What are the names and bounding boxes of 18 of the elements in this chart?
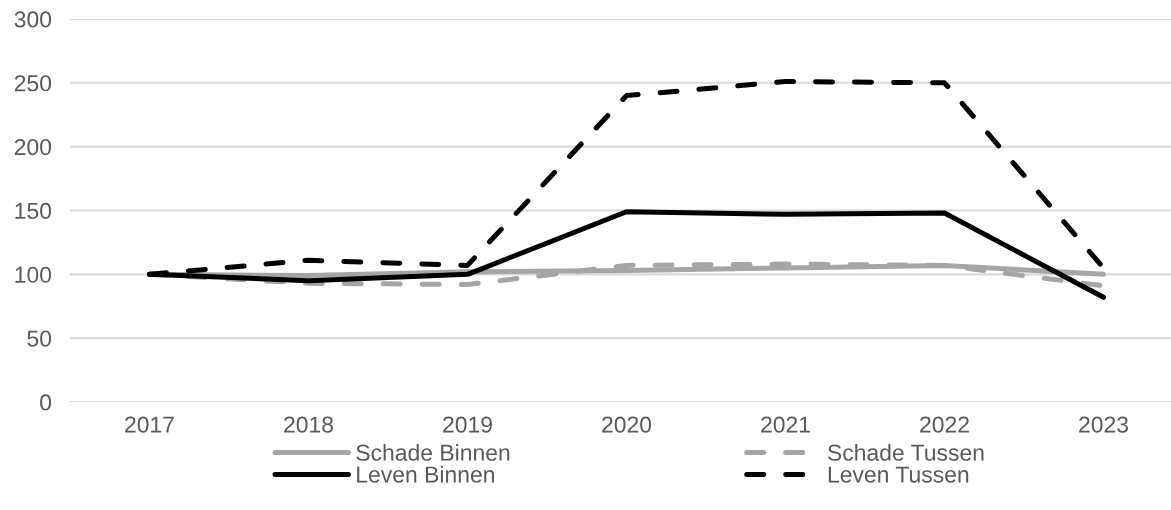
legend-label: Schade Binnen (356, 444, 510, 461)
legend-label: Leven Tussen (828, 466, 969, 483)
legend-label: Schade Tussen (828, 444, 984, 461)
x-tick-label: 2022 (920, 416, 969, 433)
y-tick-label: 100 (15, 266, 52, 283)
y-tick-label: 150 (15, 202, 52, 220)
x-tick-label: 2018 (284, 416, 333, 433)
y-tick-label: 300 (14, 11, 52, 28)
x-tick-label: 2023 (1079, 416, 1128, 433)
x-tick-label: 2017 (125, 416, 174, 433)
y-tick-label: 200 (14, 138, 52, 156)
y-tick-label: 0 (40, 394, 52, 411)
x-tick-label: 2020 (602, 416, 652, 433)
x-tick-label: 2019 (443, 416, 492, 433)
legend-label: Leven Binnen (357, 465, 494, 483)
y-tick-label: 50 (27, 330, 52, 347)
y-tick-label: 250 (14, 75, 52, 92)
x-tick-label: 2021 (761, 416, 810, 433)
